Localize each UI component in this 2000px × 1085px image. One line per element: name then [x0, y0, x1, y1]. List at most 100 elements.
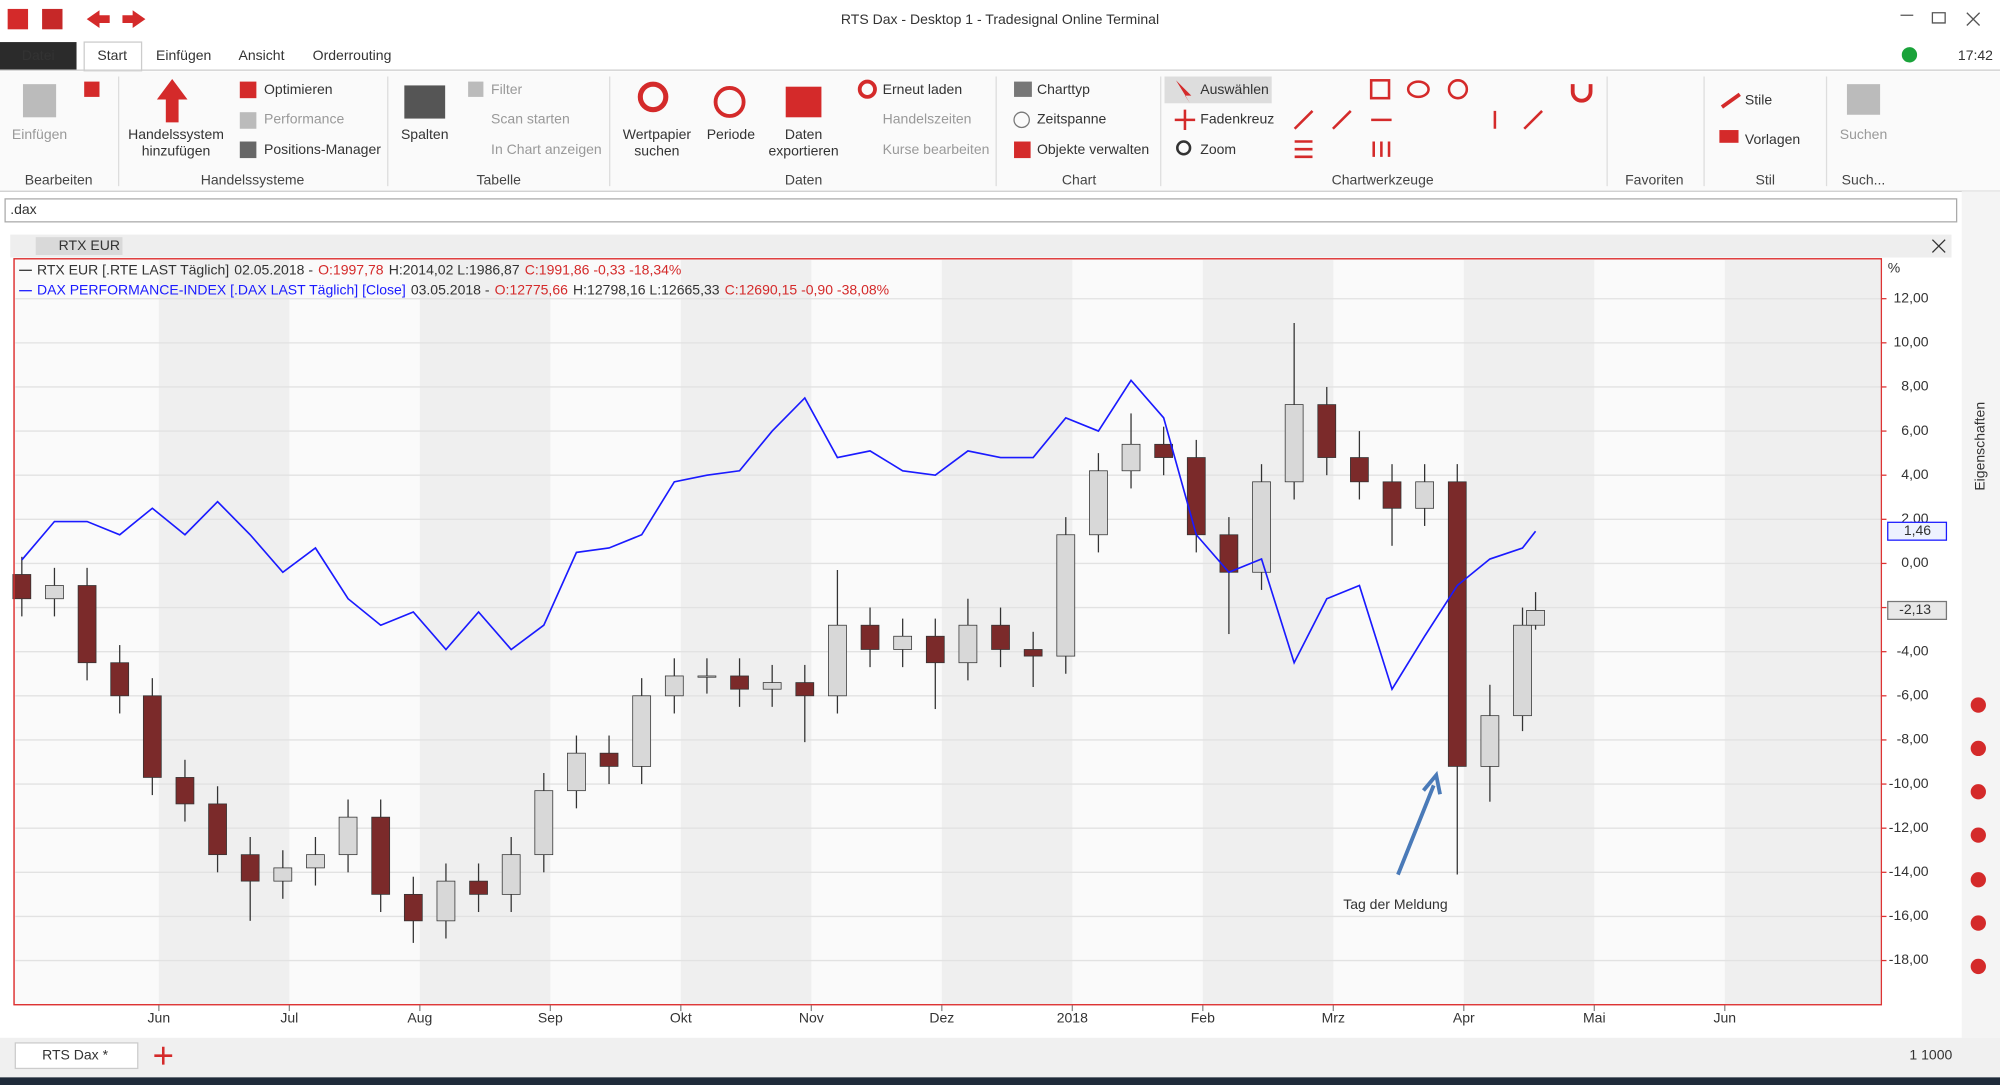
chart-tab-label: RTX EUR [59, 237, 120, 253]
legend-info: H:2014,02 L:1986,87 [389, 261, 520, 277]
x-tick-label: Jun [1713, 1009, 1736, 1025]
price-tag-label: 1,46 [1904, 522, 1931, 538]
save-icon[interactable] [42, 8, 63, 30]
candle-body [12, 574, 32, 600]
ribbon-button[interactable]: Daten [785, 126, 822, 142]
window-title: RTS Dax - Desktop 1 - Tradesignal Online… [841, 11, 1159, 27]
ribbon-button[interactable]: exportieren [769, 142, 839, 158]
sidebar-label: Eigenschaften [1972, 402, 1988, 491]
candle-body [1480, 715, 1500, 767]
ribbon-button[interactable]: Scan starten [491, 111, 570, 127]
y-tick-label: 4,00 [1901, 466, 1928, 482]
window-controls[interactable] [1900, 12, 1981, 26]
y-tick-label: -4,00 [1897, 642, 1929, 658]
start-tab[interactable] [83, 41, 143, 73]
forward-icon[interactable] [122, 10, 146, 29]
candle-body [240, 854, 260, 882]
price-tag [1887, 600, 1948, 620]
ribbon-button[interactable]: Objekte verwalten [1037, 141, 1149, 157]
menu-tab[interactable]: Orderrouting [313, 47, 392, 63]
ribbon-button[interactable]: Charttyp [1037, 81, 1090, 97]
menu-tab[interactable]: Datei [22, 47, 55, 63]
ribbon-button[interactable]: Vorlagen [1745, 131, 1800, 147]
unit-label: % [1888, 260, 1900, 276]
ribbon-button[interactable]: Einfügen [12, 126, 67, 142]
ribbon-button[interactable]: Erneut laden [883, 81, 963, 97]
ribbon-button[interactable]: In Chart anzeigen [491, 141, 602, 157]
month-band [1202, 260, 1334, 1005]
ribbon-group: Stil [1756, 172, 1775, 188]
ribbon-group: Chart [1062, 172, 1096, 188]
ribbon-button[interactable]: Positions-Manager [264, 141, 381, 157]
ribbon-group: Handelssysteme [201, 172, 305, 188]
ribbon-button[interactable]: Stile [1745, 91, 1772, 107]
y-tick-label: -10,00 [1889, 775, 1929, 791]
chart-tab[interactable] [35, 237, 123, 255]
candle-body [925, 635, 945, 664]
ribbon-button[interactable]: hinzufügen [142, 142, 211, 158]
ribbon-button[interactable]: Filter [491, 81, 522, 97]
candle-body [1382, 481, 1402, 509]
month-band [680, 260, 812, 1005]
search-text: .dax [10, 201, 37, 217]
candle-body [77, 585, 97, 664]
ribbon-button[interactable]: Kurse bearbeiten [883, 141, 990, 157]
line-series [21, 378, 1537, 692]
ribbon-button[interactable]: Wertpapier [623, 126, 692, 142]
y-tick-label: -6,00 [1897, 687, 1929, 703]
candle-body [1186, 457, 1206, 536]
doc-tab-label: RTS Dax * [42, 1046, 109, 1062]
candle-body [534, 790, 554, 856]
candle-body [958, 624, 978, 664]
title-bar [0, 0, 2000, 41]
legend-entry: DAX PERFORMANCE-INDEX [.DAX LAST Täglich… [37, 281, 889, 297]
legend-info: C:12690,15 -0,90 -38,08% [725, 281, 889, 297]
y-tick-label: -18,00 [1889, 951, 1929, 967]
candle-body [730, 675, 749, 690]
search-box[interactable] [4, 198, 1958, 223]
menu-tab[interactable]: Start [97, 47, 127, 63]
candle-body [1415, 481, 1435, 509]
candle-body [175, 777, 195, 805]
doc-tab[interactable] [14, 1042, 139, 1070]
ribbon-button[interactable]: Fadenkreuz [1200, 111, 1274, 127]
ribbon-button[interactable]: Spalten [401, 126, 449, 142]
ribbon-button[interactable]: Auswählen [1200, 81, 1269, 97]
ribbon-group: Tabelle [477, 172, 522, 188]
x-tick-label: Nov [799, 1009, 824, 1025]
y-tick-label: -12,00 [1889, 819, 1929, 835]
ribbon-button[interactable]: Zoom [1200, 141, 1236, 157]
candle-body [1023, 649, 1043, 657]
candle-body [795, 682, 815, 697]
menu-tab[interactable]: Einfügen [156, 47, 211, 63]
legend-info: 02.05.2018 - [234, 261, 313, 277]
sidebar-icons[interactable] [1970, 697, 1986, 975]
legend-info: 03.05.2018 - [411, 281, 490, 297]
ribbon-group: Such... [1842, 172, 1886, 188]
close-chart[interactable] [1931, 239, 1946, 253]
add-tab[interactable] [154, 1046, 173, 1065]
menu-tab[interactable]: Ansicht [238, 47, 284, 63]
file-tab[interactable] [0, 42, 77, 71]
ribbon-button[interactable]: Suchen [1840, 126, 1888, 142]
x-tick-label: Mrz [1322, 1009, 1345, 1025]
ribbon-button[interactable]: Performance [264, 111, 344, 127]
legend-name: RTX EUR [.RTE LAST Täglich] [37, 261, 229, 277]
ribbon-button[interactable]: Handelssystem [128, 126, 224, 142]
ribbon-button[interactable]: Zeitspanne [1037, 111, 1107, 127]
candle-body [1526, 610, 1545, 626]
month-band [1724, 260, 1882, 1005]
ribbon-button[interactable]: suchen [634, 142, 679, 158]
ribbon-button[interactable]: Periode [707, 126, 756, 142]
x-tick-label: Aug [407, 1009, 432, 1025]
back-icon[interactable] [86, 10, 110, 29]
candle-body [110, 662, 130, 697]
annotation: Tag der Meldung [1343, 896, 1447, 912]
ribbon-button[interactable]: Optimieren [264, 81, 333, 97]
status-bar [0, 1037, 2000, 1078]
candle-body [1350, 457, 1369, 483]
legend-info: O:12775,66 [495, 281, 568, 297]
ribbon-button[interactable]: Handelszeiten [883, 111, 972, 127]
